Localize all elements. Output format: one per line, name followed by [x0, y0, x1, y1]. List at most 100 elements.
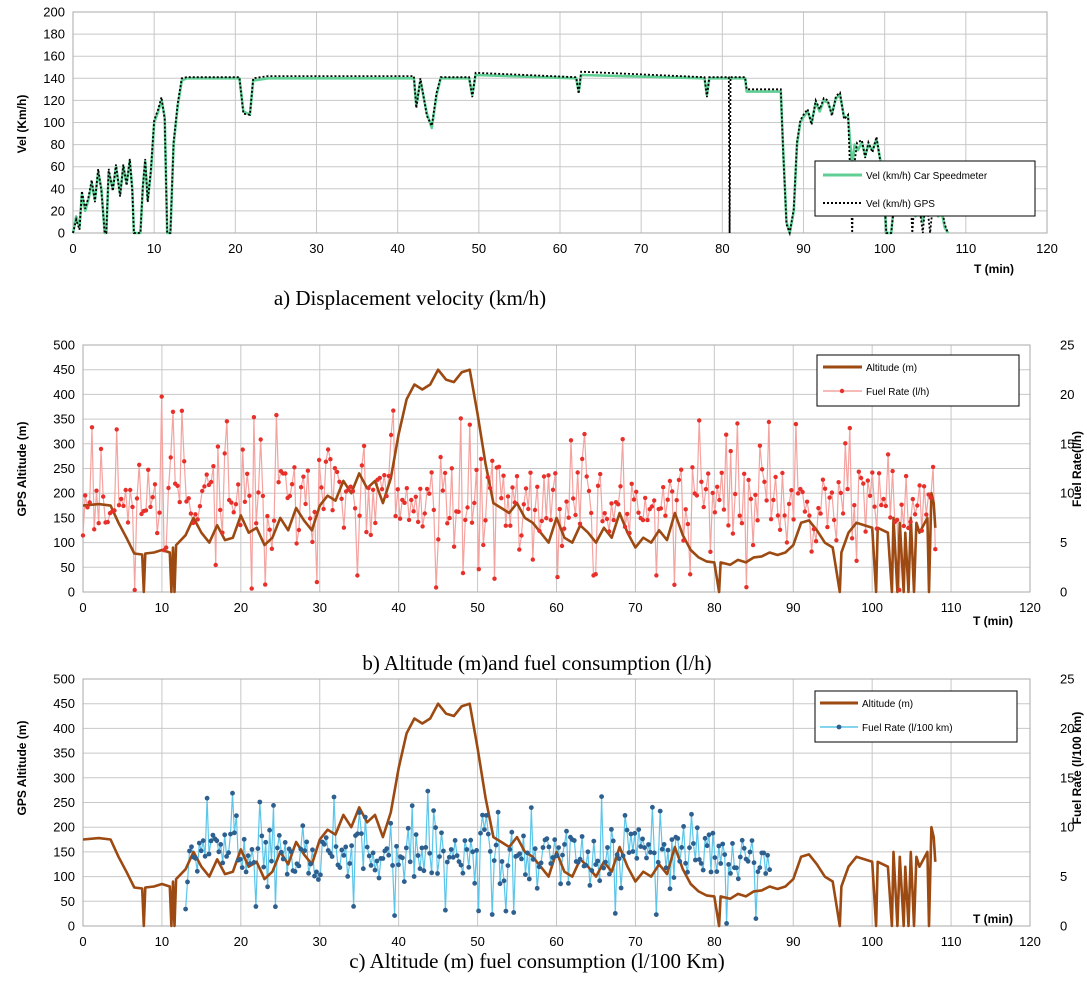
- data-point-fuel-rate: [222, 451, 227, 456]
- plot-area-border: [72, 11, 1048, 234]
- y-tick-label: 0: [58, 226, 65, 241]
- y-tick-label: 250: [53, 795, 75, 810]
- data-point-fuel-rate: [795, 491, 801, 496]
- data-point-fuel-rate: [584, 474, 589, 479]
- data-point-fuel-rate: [267, 527, 272, 532]
- data-point-fuel-rate: [304, 839, 310, 845]
- data-point-fuel-rate: [456, 859, 462, 864]
- data-point-fuel-rate: [717, 497, 722, 503]
- data-point-fuel-rate: [349, 843, 354, 849]
- data-point-fuel-rate: [255, 846, 261, 851]
- y-tick-label: 400: [53, 721, 75, 736]
- x-tick-label: 70: [628, 600, 642, 615]
- y-tick-label: 150: [53, 510, 75, 525]
- data-point-fuel-rate: [820, 477, 826, 482]
- data-point-fuel-rate: [634, 489, 639, 494]
- data-point-fuel-rate: [523, 486, 529, 491]
- data-point-fuel-rate: [474, 848, 479, 853]
- data-point-fuel-rate: [319, 485, 324, 490]
- data-point-fuel-rate: [143, 508, 149, 513]
- data-point-fuel-rate: [413, 832, 419, 837]
- data-point-fuel-rate: [202, 853, 208, 859]
- data-point-fuel-rate: [402, 500, 407, 505]
- data-point-fuel-rate: [271, 518, 277, 523]
- y-tick-label: 20: [51, 203, 65, 218]
- data-point-fuel-rate: [495, 809, 501, 815]
- fuel-lh-chart-grid: [82, 344, 1031, 593]
- data-point-fuel-rate: [789, 488, 794, 493]
- data-point-fuel-rate: [659, 846, 665, 852]
- data-point-fuel-rate: [720, 841, 726, 847]
- data-point-fuel-rate: [755, 518, 760, 523]
- data-point-fuel-rate: [677, 858, 683, 864]
- data-point-fuel-rate: [724, 921, 729, 926]
- data-point-fuel-rate: [157, 510, 162, 515]
- data-point-fuel-rate: [624, 827, 630, 833]
- data-point-fuel-rate: [517, 851, 522, 857]
- data-point-fuel-rate: [265, 884, 270, 890]
- velocity-chart-x-axis-label: T (min): [974, 262, 1014, 276]
- data-point-fuel-rate: [517, 547, 522, 552]
- data-point-fuel-rate: [323, 835, 329, 841]
- data-point-fuel-rate: [256, 490, 261, 495]
- data-point-fuel-rate: [374, 858, 380, 864]
- data-point-fuel-rate: [636, 510, 641, 515]
- data-point-fuel-rate: [591, 838, 597, 844]
- data-point-fuel-rate: [166, 485, 171, 491]
- data-point-fuel-rate: [114, 427, 119, 432]
- data-point-fuel-rate: [487, 485, 493, 491]
- data-point-fuel-rate: [618, 885, 624, 891]
- data-point-fuel-rate: [521, 502, 526, 507]
- data-point-fuel-rate: [903, 473, 909, 479]
- data-point-fuel-rate: [325, 447, 331, 452]
- data-point-fuel-rate: [105, 519, 110, 525]
- data-point-fuel-rate: [809, 549, 814, 554]
- data-point-fuel-rate: [125, 520, 131, 525]
- data-point-fuel-rate: [352, 506, 358, 511]
- data-point-fuel-rate: [827, 495, 832, 500]
- data-point-fuel-rate: [355, 573, 360, 578]
- data-point-fuel-rate: [98, 446, 104, 452]
- data-point-fuel-rate: [505, 494, 511, 499]
- data-point-fuel-rate: [197, 504, 203, 509]
- fuel-lh-chart-y-ticks: 0 50 100 150 200 250 300 350 400 450 500: [53, 338, 75, 600]
- fuel-100km-chart-x-axis-label: T (min): [973, 912, 1013, 926]
- data-point-fuel-rate: [431, 808, 436, 813]
- data-point-fuel-rate: [395, 487, 400, 492]
- y2-tick-label: 20: [1060, 721, 1074, 736]
- data-point-fuel-rate: [836, 480, 841, 485]
- data-point-fuel-rate: [704, 843, 710, 849]
- data-point-fuel-rate: [130, 504, 135, 510]
- y-tick-label: 80: [51, 137, 65, 152]
- data-point-fuel-rate: [510, 485, 515, 490]
- data-point-fuel-rate: [697, 418, 702, 423]
- data-point-fuel-rate: [433, 585, 439, 590]
- data-point-fuel-rate: [170, 409, 176, 414]
- data-point-fuel-rate: [377, 475, 382, 481]
- fuel-lh-chart-legend: Altitude (m) Fuel Rate (l/h): [816, 354, 1020, 407]
- fuel-lh-chart-x-axis-label: T (min): [973, 614, 1013, 628]
- data-point-fuel-rate: [644, 855, 649, 861]
- data-point-fuel-rate: [318, 872, 323, 878]
- data-point-fuel-rate: [466, 864, 472, 870]
- data-point-fuel-rate: [438, 454, 443, 460]
- data-point-fuel-rate: [273, 904, 278, 910]
- data-point-fuel-rate: [555, 574, 560, 580]
- data-point-fuel-rate: [303, 501, 308, 507]
- data-point-fuel-rate: [865, 478, 870, 483]
- data-point-fuel-rate: [298, 846, 304, 852]
- data-point-fuel-rate: [415, 853, 421, 858]
- data-point-fuel-rate: [431, 507, 436, 513]
- data-point-fuel-rate: [548, 517, 553, 523]
- data-point-fuel-rate: [271, 803, 276, 808]
- legend-label-altitude: Altitude (m): [866, 363, 917, 374]
- data-point-fuel-rate: [396, 862, 401, 868]
- data-point-fuel-rate: [737, 854, 743, 860]
- x-tick-label: 90: [786, 934, 800, 949]
- data-point-fuel-rate: [575, 470, 580, 475]
- legend-box: [814, 160, 1036, 217]
- data-point-fuel-rate: [474, 467, 479, 473]
- x-tick-label: 80: [707, 600, 721, 615]
- velocity-chart-y-axis-label: Vel (Km/h): [15, 95, 29, 154]
